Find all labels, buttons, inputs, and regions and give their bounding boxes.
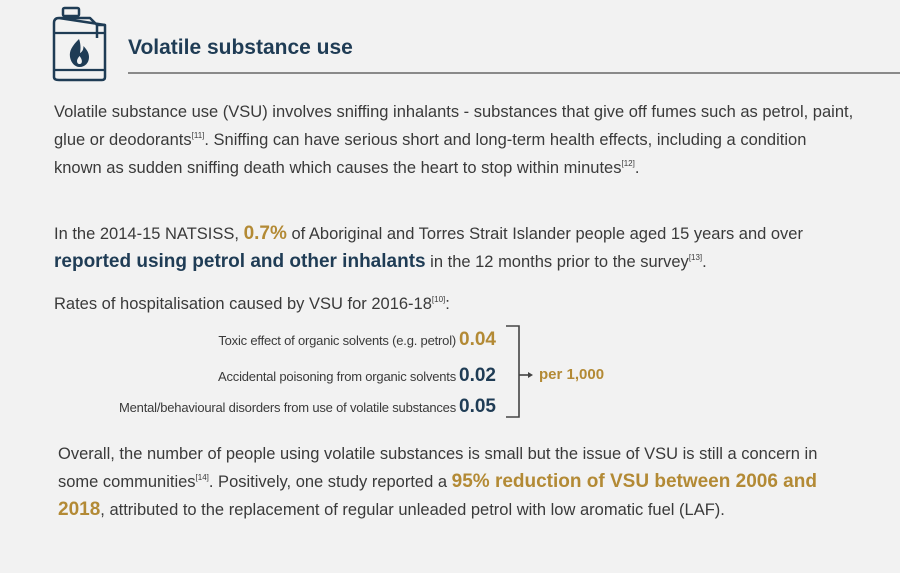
rate-label: Mental/behavioural disorders from use of… xyxy=(119,399,457,415)
rates-intro: Rates of hospitalisation caused by VSU f… xyxy=(54,290,854,318)
rates-intro-end: : xyxy=(445,295,450,313)
survey-highlight: reported using petrol and other inhalant… xyxy=(54,251,426,272)
rates-bracket xyxy=(506,325,533,418)
overall-text-1: Overall, the number of people using vola… xyxy=(58,445,818,491)
rate-row-toxic-effect: Toxic effect of organic solvents (e.g. p… xyxy=(218,327,496,353)
page-title: Volatile substance use xyxy=(128,36,353,59)
rate-value: 0.04 xyxy=(459,329,496,350)
rates-unit-label: per 1,000 xyxy=(539,366,605,383)
survey-percent: 0.7% xyxy=(243,223,287,244)
reference-14[interactable]: [14] xyxy=(195,473,209,482)
jerry-can-flame-icon xyxy=(52,6,107,82)
reference-13[interactable]: [13] xyxy=(688,253,703,262)
reference-12[interactable]: [12] xyxy=(621,159,635,168)
reference-10[interactable]: [10] xyxy=(431,295,446,304)
rates-intro-text: Rates of hospitalisation caused by VSU f… xyxy=(54,295,432,313)
title-divider xyxy=(128,72,900,74)
rate-value: 0.05 xyxy=(459,396,496,417)
survey-text-2: of Aboriginal and Torres Strait Islander… xyxy=(286,225,803,243)
overall-highlight: 95% reduction of VSU between 2006 and 20… xyxy=(58,471,817,520)
reference-11[interactable]: [11] xyxy=(191,131,205,140)
overall-paragraph: Overall, the number of people using vola… xyxy=(58,440,858,524)
overall-text-3: , attributed to the replacement of regul… xyxy=(100,501,725,519)
rate-row-mental-behavioural: Mental/behavioural disorders from use of… xyxy=(119,394,496,420)
intro-text-3: . xyxy=(634,159,640,177)
survey-text-3: in the 12 months prior to the survey xyxy=(425,253,689,271)
rate-value: 0.02 xyxy=(459,365,496,386)
survey-paragraph: In the 2014-15 NATSISS, 0.7% of Aborigin… xyxy=(54,220,854,276)
rate-label: Toxic effect of organic solvents (e.g. p… xyxy=(218,332,457,348)
intro-text-2: . Sniffing can have serious short and lo… xyxy=(54,131,807,177)
intro-text-1: Volatile substance use (VSU) involves sn… xyxy=(54,103,854,149)
survey-text-1: In the 2014-15 NATSISS, xyxy=(54,225,244,243)
section-header: Volatile substance use xyxy=(50,6,900,82)
intro-paragraph: Volatile substance use (VSU) involves sn… xyxy=(54,98,854,182)
overall-text-2: . Positively, one study reported a xyxy=(208,473,452,491)
rate-label: Accidental poisoning from organic solven… xyxy=(218,368,457,384)
rate-row-accidental-poisoning: Accidental poisoning from organic solven… xyxy=(218,363,496,389)
survey-text-4: . xyxy=(702,253,707,271)
